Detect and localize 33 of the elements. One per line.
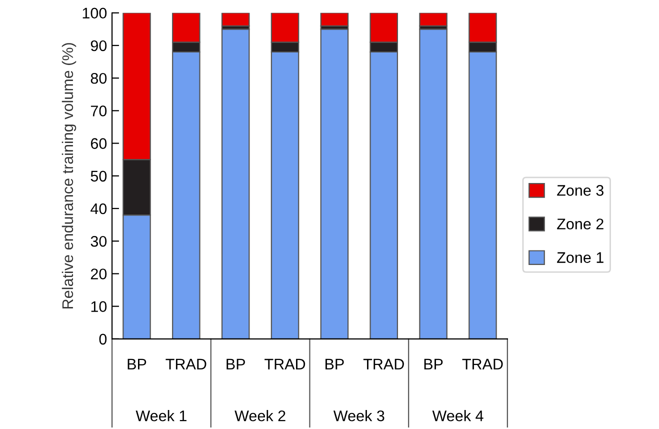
bar <box>320 12 349 26</box>
legend-label: Zone 2 <box>557 218 604 230</box>
bar <box>419 12 448 26</box>
x-tick-label: TRAD <box>462 358 503 370</box>
bar <box>320 28 349 339</box>
y-tick-label: 70 <box>90 106 107 116</box>
x-tick-label: TRAD <box>264 358 306 370</box>
y-tick-label: 50 <box>90 170 107 182</box>
x-tick-label: TRAD <box>363 358 404 370</box>
y-axis-title: Relative endurance training volume (%) <box>62 43 76 308</box>
x-tick-label: BP <box>128 358 146 370</box>
y-tick-label: 40 <box>90 203 107 214</box>
y-tick-label: 60 <box>90 138 107 149</box>
y-tick-label: 20 <box>90 268 107 280</box>
x-tick-label: BP <box>424 358 443 370</box>
y-tick-label: 90 <box>90 40 107 52</box>
x-tick-label: BP <box>226 358 245 370</box>
y-tick-label: 10 <box>91 301 107 312</box>
x-tick-label: TRAD <box>166 358 206 370</box>
y-tick-label: 30 <box>90 236 107 247</box>
y-tick-label: 0 <box>99 334 107 345</box>
y-tick-label: 80 <box>90 72 107 84</box>
legend-label: Zone 1 <box>557 252 604 263</box>
x-tick-label: BP <box>326 358 344 370</box>
text: Week 3 <box>333 410 384 422</box>
legend-label: Zone 3 <box>557 185 604 196</box>
text: Week 4 <box>432 410 484 422</box>
bar <box>221 28 250 339</box>
y-tick-label: 100 <box>82 8 107 19</box>
text: Week 2 <box>234 410 286 422</box>
bar <box>221 12 250 26</box>
bar <box>419 28 448 339</box>
text: Week 1 <box>136 410 186 422</box>
